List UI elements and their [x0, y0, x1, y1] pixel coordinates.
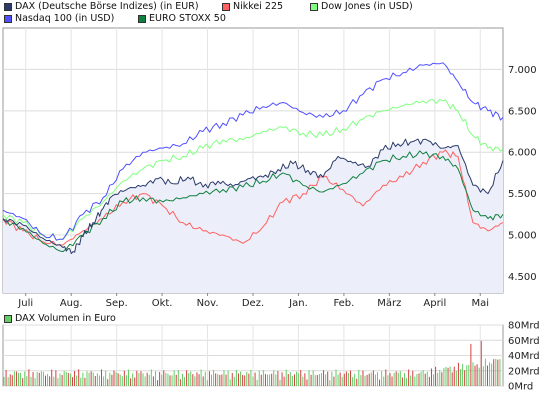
- volume-tick-label: 60Mrd: [508, 336, 540, 347]
- series-line-euro-stoxx-50: [2, 150, 504, 253]
- legend-row-2: Nasdaq 100 (in USD) EURO STOXX 50: [4, 13, 544, 24]
- legend-label-dow: Dow Jones (in USD): [321, 1, 413, 12]
- volume-tick-label: 80Mrd: [508, 321, 540, 332]
- legend-label-dax: DAX (Deutsche Börse Indizes) (in EUR): [15, 1, 199, 12]
- x-tick-label: Feb.: [333, 298, 354, 309]
- y-tick-label: 7.000: [508, 65, 537, 76]
- legend-swatch-nikkei: [222, 2, 230, 11]
- x-tick-label: Aug.: [60, 298, 83, 309]
- volume-tick-label: 20Mrd: [508, 366, 540, 377]
- legend-swatch-dow: [310, 2, 318, 11]
- x-tick-label: Okt.: [152, 298, 173, 309]
- y-tick-label: 6.000: [508, 148, 537, 159]
- x-tick-label: Juli: [17, 298, 33, 309]
- x-tick-label: Mai: [471, 298, 489, 309]
- series-line-dow-jones-in-usd: [2, 98, 504, 241]
- series-line-nasdaq-100-in-usd: [2, 62, 504, 241]
- legend-label-nasdaq: Nasdaq 100 (in USD): [15, 13, 115, 24]
- legend-label-nikkei: Nikkei 225: [233, 1, 284, 12]
- legend-row-1: DAX (Deutsche Börse Indizes) (in EUR) Ni…: [4, 1, 544, 12]
- x-tick-label: April: [423, 298, 446, 309]
- legend-dow: Dow Jones (in USD): [310, 1, 413, 12]
- legend-swatch-eurostoxx: [138, 14, 146, 23]
- volume-tick-label: 40Mrd: [508, 351, 540, 362]
- y-tick-label: 6.500: [508, 106, 537, 117]
- x-tick-label: Sep.: [106, 298, 128, 309]
- volume-legend: DAX Volumen in Euro: [4, 313, 116, 324]
- legend-nikkei: Nikkei 225: [222, 1, 283, 12]
- x-tick-label: Nov.: [197, 298, 219, 309]
- x-tick-label: Dez.: [242, 298, 264, 309]
- volume-tick-label: 0Mrd: [508, 382, 533, 393]
- series-line-dax-deutsche-b-rse-indizes-in-eur: [2, 138, 504, 254]
- volume-legend-label: DAX Volumen in Euro: [15, 313, 116, 324]
- legend-dax: DAX (Deutsche Börse Indizes) (in EUR): [4, 1, 199, 12]
- x-tick-label: Jan.: [288, 298, 308, 309]
- series-area-dax: [3, 140, 503, 293]
- legend-swatch-dax: [4, 2, 12, 11]
- legend-nasdaq: Nasdaq 100 (in USD): [4, 13, 114, 24]
- series-line-nikkei-225: [2, 149, 504, 246]
- y-tick-label: 5.500: [508, 189, 537, 200]
- legend-eurostoxx: EURO STOXX 50: [138, 13, 226, 24]
- legend-swatch-nasdaq: [4, 14, 12, 23]
- legend-label-eurostoxx: EURO STOXX 50: [149, 13, 226, 24]
- volume-legend-swatch: [4, 314, 12, 323]
- x-tick-label: März: [377, 298, 401, 309]
- y-tick-label: 5.000: [508, 231, 537, 242]
- y-tick-label: 4.500: [508, 272, 537, 283]
